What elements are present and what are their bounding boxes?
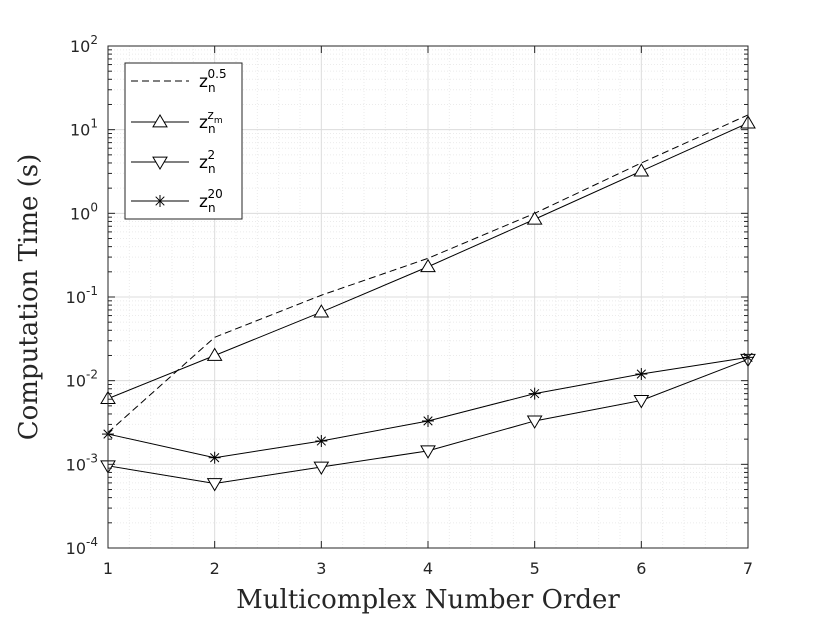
legend-entry-s3: zn2: [131, 148, 216, 176]
asterisk-stroke: [636, 369, 646, 379]
asterisk-stroke: [210, 453, 220, 463]
y-tick-label: 10-2: [66, 368, 98, 391]
legend-base-s2: z: [199, 113, 208, 133]
y-tick-base: 10: [66, 372, 86, 391]
legend-sub-s3: n: [208, 162, 216, 176]
y-tick-base: 10: [70, 37, 90, 56]
y-tick-exponent: -1: [86, 284, 98, 298]
y-axis-label: Computation Time (s): [14, 154, 44, 441]
y-tick-base: 10: [66, 288, 86, 307]
x-axis-label: Multicomplex Number Order: [236, 585, 620, 615]
legend-label-s3: zn2: [199, 148, 216, 176]
data-point-s3: [526, 415, 543, 429]
asterisk-stroke: [423, 416, 433, 426]
legend-entry-s4: zn20: [131, 187, 223, 215]
legend-entry-s1: zn0.5: [131, 67, 227, 95]
y-tick-exponent: -3: [86, 451, 98, 465]
data-point-s4: [315, 435, 328, 448]
legend-sup-s3: 2: [208, 148, 216, 162]
legend-sub-s1: n: [208, 81, 216, 95]
data-point-s4: [422, 414, 434, 427]
legend-sup-s4: 20: [208, 187, 223, 201]
y-tick-exponent: -2: [86, 368, 98, 382]
legend-marker-s4: [154, 195, 166, 207]
legend-entry-s2: znzm: [131, 108, 223, 136]
data-point-s4: [208, 451, 221, 464]
axis-ticks: [107, 45, 749, 549]
y-tick-exponent: 0: [90, 200, 98, 214]
legend-base-s1: z: [199, 72, 208, 92]
legend-asterisk: [154, 195, 166, 207]
legend-label-s2: znzm: [199, 108, 223, 136]
y-tick-label: 10-1: [66, 284, 98, 307]
x-tick-label: 1: [103, 559, 113, 578]
x-tick-label: 4: [423, 559, 433, 578]
data-point-s3: [313, 461, 330, 475]
y-tick-base: 10: [70, 204, 90, 223]
legend-subsup-s2: m: [214, 116, 223, 126]
asterisk-stroke: [316, 436, 326, 446]
legend-box: [124, 62, 243, 220]
y-tick-exponent: 2: [90, 33, 98, 47]
legend-sup-s2: z: [208, 108, 214, 122]
y-tick-exponent: 1: [90, 117, 98, 131]
y-tick-label: 101: [70, 117, 98, 140]
y-tick-exponent: -4: [86, 535, 98, 549]
legend-sub-s4: n: [208, 201, 216, 215]
y-tick-base: 10: [66, 455, 86, 474]
legend-base-s3: z: [199, 153, 208, 173]
x-tick-label: 5: [530, 559, 540, 578]
legend: zn0.5 znzm zn2 zn20: [124, 62, 243, 220]
y-tick-label: 10-3: [66, 451, 98, 474]
legend-base-s4: z: [199, 192, 208, 212]
data-point-s2: [206, 347, 223, 361]
asterisk-stroke: [530, 388, 540, 399]
data-point-s4: [528, 387, 541, 400]
y-tick-label: 100: [70, 200, 98, 223]
legend-marker-s3: [152, 156, 168, 170]
data-point-s2: [526, 211, 543, 225]
data-point-s3: [206, 478, 223, 492]
data-point-s4: [635, 368, 648, 381]
x-tick-label: 3: [316, 559, 326, 578]
legend-sub-s2: n: [208, 122, 216, 136]
data-point-s2: [633, 163, 650, 177]
data-point-s2: [420, 258, 436, 273]
asterisk-stroke: [155, 196, 165, 206]
y-tick-base: 10: [66, 539, 86, 558]
legend-triangle-down: [152, 156, 168, 170]
legend-label-s4: zn20: [199, 187, 223, 215]
legend-sup-s1: 0.5: [208, 67, 227, 81]
y-tick-label: 102: [70, 33, 98, 56]
x-tick-label: 2: [210, 559, 220, 578]
data-point-s3: [420, 445, 436, 459]
legend-marker-s2: [152, 114, 168, 128]
legend-label-s1: zn0.5: [199, 67, 227, 95]
x-tick-label: 7: [743, 559, 753, 578]
legend-triangle-up: [152, 114, 168, 128]
data-point-s3: [633, 395, 650, 409]
x-tick-labels: 1 2 3 4 5 6 7: [103, 559, 753, 578]
y-tick-label: 10-4: [66, 535, 98, 558]
y-tick-base: 10: [70, 121, 90, 140]
data-point-s2: [313, 304, 330, 318]
x-tick-label: 6: [636, 559, 646, 578]
